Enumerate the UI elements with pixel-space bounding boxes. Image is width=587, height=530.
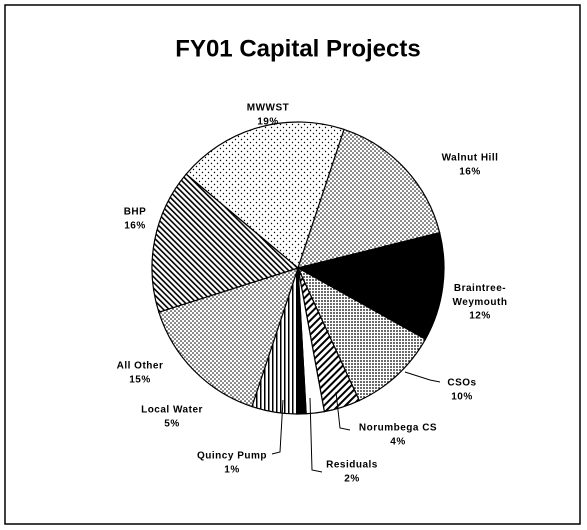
pie-slice xyxy=(296,231,445,341)
slice-label: Quincy Pump xyxy=(197,451,267,462)
slice-value-label: 16% xyxy=(459,167,481,178)
leader-line xyxy=(309,397,323,473)
slice-label: Norumbega CS xyxy=(359,423,437,434)
pie-slice xyxy=(151,173,300,313)
slice-value-label: 16% xyxy=(124,221,146,232)
slice-label: Braintree-Weymouth xyxy=(453,283,508,308)
leader-line xyxy=(335,391,351,431)
pie-slice xyxy=(296,266,427,402)
leader-line xyxy=(404,371,441,383)
pie xyxy=(151,121,445,415)
slice-value-label: 4% xyxy=(390,437,405,448)
slice-label: MWWST xyxy=(247,103,290,114)
slice-label: Residuals xyxy=(326,460,378,471)
slice-value-label: 1% xyxy=(224,465,239,476)
slice-value-label: 12% xyxy=(469,311,491,322)
slice-label: BHP xyxy=(124,207,147,218)
leader-line xyxy=(271,399,284,455)
slice-value-label: 10% xyxy=(451,392,473,403)
pie-slice xyxy=(185,121,345,270)
slice-value-label: 15% xyxy=(129,375,151,386)
slice-label: Walnut Hill xyxy=(442,153,499,164)
chart-title: FY01 Capital Projects xyxy=(175,35,420,62)
slice-value-label: 19% xyxy=(257,117,279,128)
slice-value-label: 2% xyxy=(344,474,359,485)
pie-slice xyxy=(158,267,299,408)
slice-label: Local Water xyxy=(141,405,203,416)
pie-slice xyxy=(297,128,441,269)
slice-label: All Other xyxy=(117,361,164,372)
slice-value-label: 5% xyxy=(164,419,179,430)
slice-label: CSOs xyxy=(447,378,476,389)
frame xyxy=(4,4,581,525)
